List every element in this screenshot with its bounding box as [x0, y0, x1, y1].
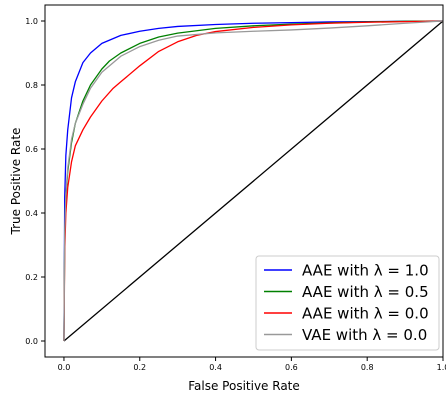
- x-tick-label: 0.6: [285, 363, 298, 372]
- series-line-3: [63, 20, 444, 342]
- x-tick-label: 0.8: [361, 363, 374, 372]
- legend-label: AAE with λ = 0.5: [302, 283, 429, 301]
- legend-box: [255, 255, 440, 351]
- y-tick-label: 0.8: [25, 81, 38, 90]
- axes-frame: [44, 4, 444, 358]
- y-tick-label: 0.6: [25, 145, 38, 154]
- legend-label: VAE with λ = 0.0: [302, 326, 427, 344]
- x-tick-label: 1.0: [437, 363, 446, 372]
- series-line-1: [63, 20, 444, 342]
- x-tick-label: 0.0: [58, 363, 71, 372]
- y-tick-label: 0.4: [25, 209, 38, 218]
- x-axis-label: False Positive Rate: [188, 379, 300, 393]
- legend: AAE with λ = 1.0 AAE with λ = 0.5 AAE with…: [255, 255, 440, 351]
- y-tick-label: 1.0: [25, 17, 38, 26]
- plot-area: 0.0 0.2 0.4 0.6 0.8 1.0 0.0 0.2 0.4 0.6 0.8 1.0 Fals…: [9, 4, 446, 393]
- y-axis-label: True Positive Rate: [9, 128, 23, 236]
- y-tick-label: 0.0: [25, 337, 38, 346]
- chance-diagonal-line: [63, 20, 444, 342]
- x-tick-label: 0.4: [209, 363, 222, 372]
- legend-label: AAE with λ = 1.0: [302, 262, 429, 280]
- x-tick-label: 0.2: [133, 363, 146, 372]
- legend-label: AAE with λ = 0.0: [302, 305, 429, 323]
- series-line-4: [63, 20, 444, 342]
- y-tick-label: 0.2: [25, 273, 38, 282]
